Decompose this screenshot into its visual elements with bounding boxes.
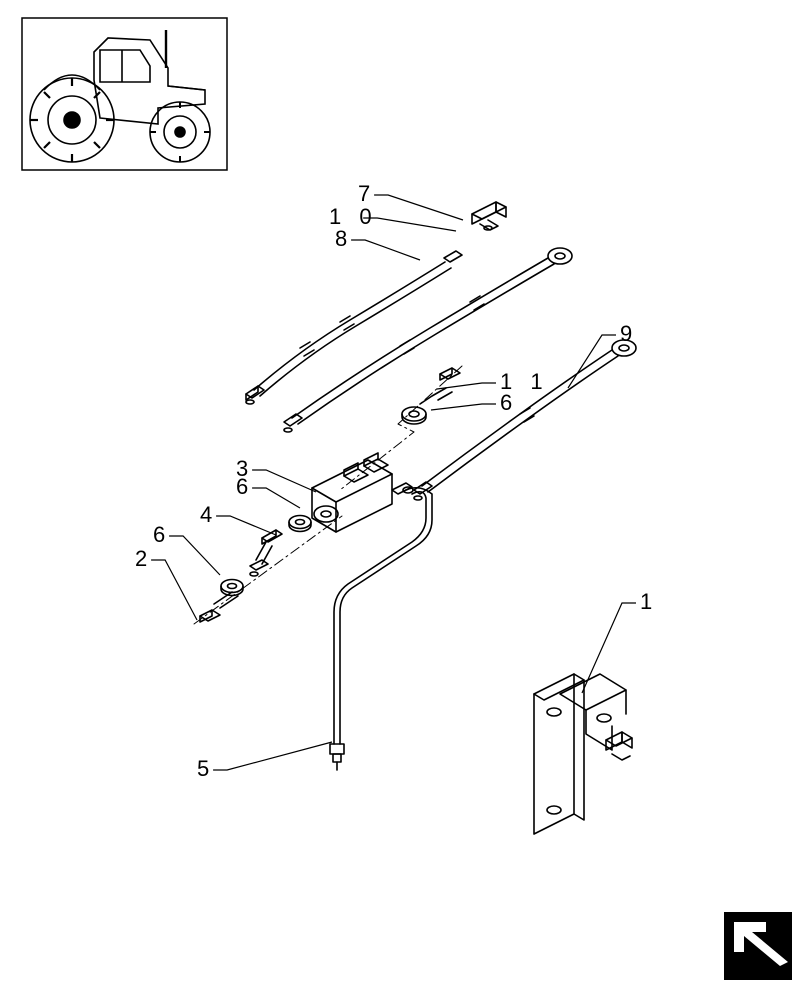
callout-label-7: 7 xyxy=(358,181,376,206)
parts-group xyxy=(194,202,636,834)
callout-leader-4 xyxy=(216,516,276,535)
callout-label-2: 2 xyxy=(135,546,153,571)
callout-label-6a: 6 xyxy=(236,474,254,499)
part-pipe-5 xyxy=(330,487,432,770)
part-hose-mid xyxy=(284,248,572,432)
corner-arrow-icon xyxy=(724,912,792,980)
callout-label-11: 1 1 xyxy=(500,369,549,394)
callout-leader-6c xyxy=(431,404,496,410)
callout-leader-6b xyxy=(169,536,220,575)
callout-leader-3 xyxy=(252,470,316,492)
tractor-inset xyxy=(22,18,227,170)
part-hose-9 xyxy=(414,340,636,500)
exploded-diagram: 123456667891 01 1 xyxy=(0,0,812,1000)
callout-label-5: 5 xyxy=(197,756,215,781)
callout-leader-7 xyxy=(374,195,463,220)
part-washer-6b xyxy=(221,580,243,596)
part-bracket-1 xyxy=(534,674,632,834)
callouts: 123456667891 01 1 xyxy=(135,181,658,781)
callout-label-6b: 6 xyxy=(153,522,171,547)
part-elbow-4 xyxy=(250,530,282,576)
callout-label-9: 9 xyxy=(620,321,638,346)
callout-label-10: 1 0 xyxy=(329,204,378,229)
callout-label-8: 8 xyxy=(335,226,353,251)
callout-leader-2 xyxy=(151,560,197,620)
callout-label-1: 1 xyxy=(640,589,658,614)
callout-leader-6a xyxy=(252,488,300,508)
callout-leader-11 xyxy=(437,383,496,389)
part-washer-6a xyxy=(289,516,311,532)
part-cylinder-3 xyxy=(312,453,412,532)
callout-label-4: 4 xyxy=(200,502,218,527)
part-fitting-7 xyxy=(472,202,506,230)
callout-leader-5 xyxy=(213,742,332,770)
callout-leader-8 xyxy=(351,240,420,260)
